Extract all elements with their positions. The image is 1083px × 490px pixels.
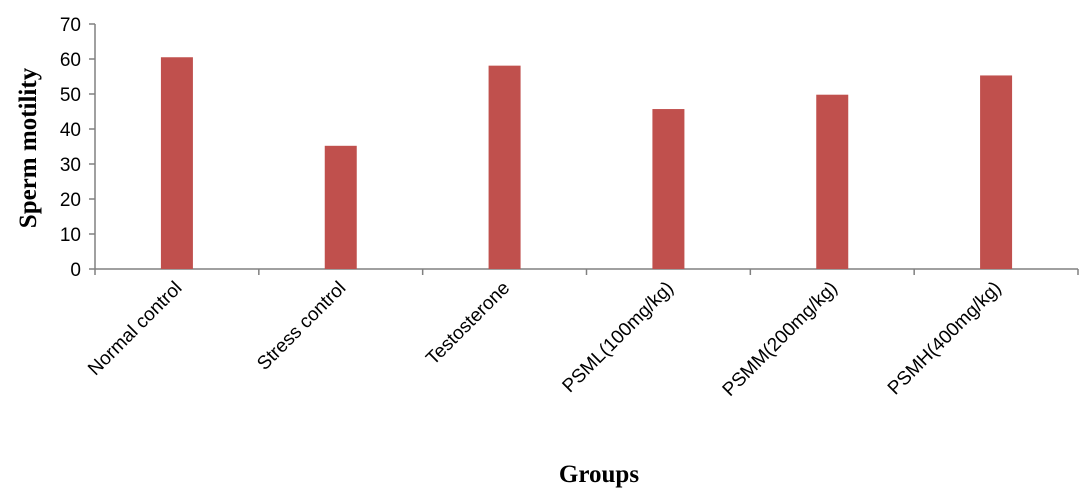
y-tick-label: 30 bbox=[60, 155, 81, 176]
category-label: PSMM(200mg/kg) bbox=[719, 278, 842, 401]
y-tick-label: 0 bbox=[70, 260, 81, 281]
y-axis: 0 10 20 30 40 50 60 70 bbox=[60, 15, 95, 281]
bar bbox=[652, 109, 684, 269]
y-tick-label: 50 bbox=[60, 85, 81, 106]
category-label: PSMH(400mg/kg) bbox=[884, 278, 1006, 400]
category-label: PSML(100mg/kg) bbox=[559, 278, 678, 397]
y-axis-title: Sperm motility bbox=[15, 67, 42, 228]
category-label: Testosterone bbox=[422, 278, 514, 370]
y-tick-label: 40 bbox=[60, 120, 81, 141]
y-tick-label: 60 bbox=[60, 50, 81, 71]
bar bbox=[325, 146, 357, 269]
y-tick-label: 10 bbox=[60, 225, 81, 246]
x-axis bbox=[95, 269, 1078, 275]
bar bbox=[816, 95, 848, 269]
category-labels: Normal control Stress control Testosterone… bbox=[84, 278, 1005, 401]
bar bbox=[489, 66, 521, 269]
bar bbox=[161, 57, 193, 269]
bars bbox=[161, 57, 1012, 269]
category-label: Stress control bbox=[253, 278, 350, 375]
category-label: Normal control bbox=[84, 278, 186, 380]
bar bbox=[980, 75, 1012, 269]
y-tick-label: 20 bbox=[60, 190, 81, 211]
x-axis-title: Groups bbox=[559, 461, 639, 488]
y-tick-label: 70 bbox=[60, 15, 81, 36]
